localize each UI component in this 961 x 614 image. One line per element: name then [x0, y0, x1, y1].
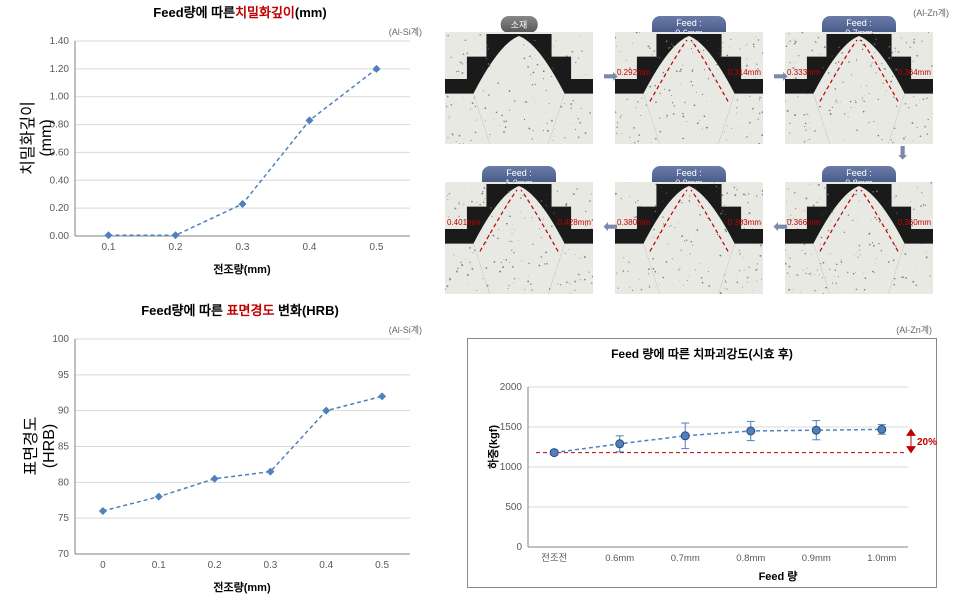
chart1-title-suffix: (mm) [295, 5, 327, 20]
arrow-icon: ➡ [603, 216, 618, 237]
svg-text:500: 500 [505, 502, 522, 513]
thread-item: Feed : 0.8mm0.366mm0.360mm [785, 166, 933, 294]
chart2-title: Feed량에 따른 표면경도 변화(HRB) [50, 300, 430, 319]
svg-text:0.20: 0.20 [50, 203, 70, 214]
svg-text:90: 90 [58, 406, 70, 417]
thread-pill: 소재 [501, 16, 538, 33]
svg-text:0.4: 0.4 [303, 242, 317, 253]
svg-text:0.3: 0.3 [236, 242, 250, 253]
svg-text:1500: 1500 [500, 422, 523, 433]
thread-dim-right: 0.314mm [728, 68, 761, 77]
chart3-title: Feed 량에 따른 치파괴강도(시효 후) [468, 339, 936, 362]
svg-text:0: 0 [100, 560, 106, 571]
thread-item: 소재 [445, 16, 593, 144]
thread-dim-right: 0.360mm [898, 218, 931, 227]
svg-text:95: 95 [58, 370, 70, 381]
svg-text:0.7mm: 0.7mm [671, 553, 700, 564]
chart2-title-suffix: 변화(HRB) [274, 303, 338, 318]
svg-text:1.40: 1.40 [50, 36, 70, 47]
svg-text:0.8mm: 0.8mm [736, 553, 765, 564]
svg-text:0.9mm: 0.9mm [802, 553, 831, 564]
thread-dim-left: 0.366mm [787, 218, 820, 227]
arrow-icon: ➡ [773, 66, 788, 87]
chart1-panel: Feed량에 따른치밀화깊이(mm) (Al-Si계) 0.000.200.40… [10, 2, 430, 282]
chart2-xlabel: 전조량(mm) [213, 580, 271, 594]
chart2-ylabel: 표면경도(HRB) [17, 396, 59, 496]
svg-text:80: 80 [58, 477, 70, 488]
thread-item: Feed : 0.9mm0.380mm0.383mm [615, 166, 763, 294]
chart1-ylabel: 치밀화깊이(mm) [14, 83, 56, 193]
chart2-svg: (Al-Si계) 70 75 80 85 90 95 100 0 0.1 0.2 0.3 0.4 0.… [10, 319, 430, 599]
thread-item: Feed : 1.0mm0.401mm0.428mm [445, 166, 593, 294]
thread-dim-right: 0.383mm [728, 218, 761, 227]
svg-text:20%: 20% [917, 437, 937, 448]
chart3-xlabel: Feed 량 [759, 570, 798, 583]
arrow-icon: ➡ [892, 145, 913, 160]
chart2-title-prefix: Feed량에 따른 [141, 303, 226, 318]
svg-text:1.20: 1.20 [50, 64, 70, 75]
svg-text:100: 100 [52, 334, 69, 345]
svg-text:0.00: 0.00 [50, 231, 70, 242]
arrow-icon: ➡ [603, 66, 618, 87]
svg-text:0.5: 0.5 [370, 242, 384, 253]
chart3-svg: 0 500 1000 1500 2000 전조전 0.6mm 0.7mm 0.8mm 0.9mm… [468, 362, 938, 587]
thread-dim-right: 0.428mm [558, 218, 591, 227]
thread-item: Feed : 0.7mm0.333mm0.364mm [785, 16, 933, 144]
threads-panel: (Al-Zn계) 소재Feed : 0.6mm0.292mm0.314mmFee… [445, 2, 955, 312]
svg-text:1000: 1000 [500, 462, 523, 473]
svg-text:0.5: 0.5 [375, 560, 389, 571]
svg-text:85: 85 [58, 442, 70, 453]
chart2-title-red: 표면경도 [227, 303, 275, 318]
chart2-panel: Feed량에 따른 표면경도 변화(HRB) (Al-Si계) 70 75 80 85… [10, 300, 430, 605]
chart1-title-red: 치밀화깊이 [235, 5, 295, 20]
threads-row1: 소재Feed : 0.6mm0.292mm0.314mmFeed : 0.7mm… [445, 16, 955, 146]
chart1-title: Feed량에 따른치밀화깊이(mm) [50, 2, 430, 21]
thread-item: Feed : 0.6mm0.292mm0.314mm [615, 16, 763, 144]
svg-text:0: 0 [516, 542, 522, 553]
svg-text:70: 70 [58, 549, 70, 560]
svg-text:전조전: 전조전 [541, 553, 567, 564]
svg-text:0.2: 0.2 [169, 242, 183, 253]
svg-text:0.2: 0.2 [208, 560, 222, 571]
chart1-tag: (Al-Si계) [389, 26, 422, 37]
svg-text:0.6mm: 0.6mm [605, 553, 634, 564]
chart1-xlabel: 전조량(mm) [213, 262, 271, 276]
svg-text:0.1: 0.1 [102, 242, 116, 253]
thread-dim-left: 0.380mm [617, 218, 650, 227]
chart3-ylabel: 하중(kgf) [485, 412, 501, 482]
svg-text:0.4: 0.4 [319, 560, 333, 571]
chart3-panel: (Al-Zn계) Feed 량에 따른 치파괴강도(시효 후) 05001000… [467, 338, 937, 588]
chart1-title-prefix: Feed량에 따른 [153, 5, 235, 20]
svg-text:0.3: 0.3 [263, 560, 277, 571]
svg-text:2000: 2000 [500, 382, 523, 393]
thread-dim-left: 0.292mm [617, 68, 650, 77]
svg-text:0.1: 0.1 [152, 560, 166, 571]
chart1-svg: (Al-Si계) 0.000.200.400.600.801.001.201.4… [10, 21, 430, 281]
chart3-tag: (Al-Zn계) [896, 323, 932, 336]
svg-text:1.0mm: 1.0mm [867, 553, 896, 564]
thread-dim-left: 0.401mm [447, 218, 480, 227]
thread-dim-left: 0.333mm [787, 68, 820, 77]
svg-text:75: 75 [58, 513, 70, 524]
arrow-icon: ➡ [773, 216, 788, 237]
threads-row2: Feed : 1.0mm0.401mm0.428mmFeed : 0.9mm0.… [445, 166, 955, 296]
thread-dim-right: 0.364mm [898, 68, 931, 77]
chart2-tag: (Al-Si계) [389, 324, 422, 335]
